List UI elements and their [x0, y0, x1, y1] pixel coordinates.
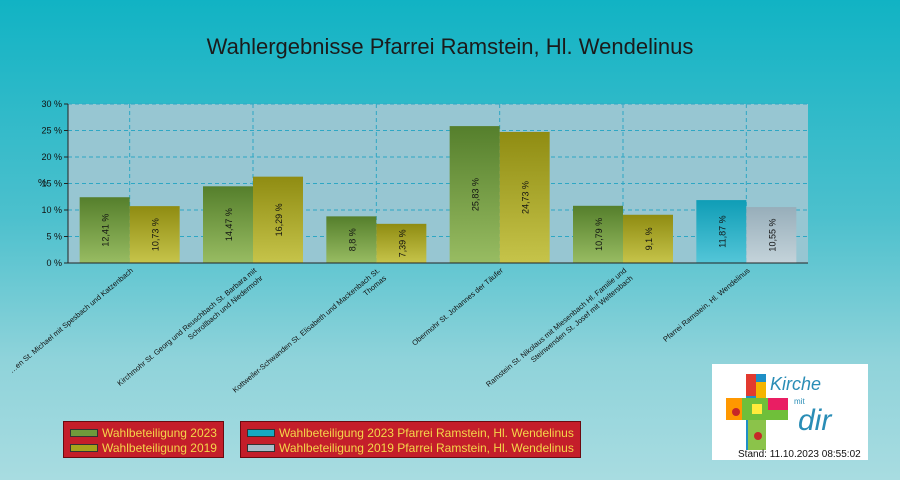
- bar-2019: [129, 206, 180, 263]
- bar-value-label: 12,41 %: [101, 214, 111, 247]
- y-tick-label: 15 %: [41, 179, 62, 189]
- bar-value-label: 11,87 %: [717, 215, 727, 247]
- bar-value-label: 10,79 %: [594, 218, 604, 251]
- bar-value-label: 25,83 %: [471, 178, 481, 211]
- x-tick-label: Pfarrei Ramstein, Hl. Wendelinus: [661, 266, 751, 344]
- svg-text:Kirchmohr St. Georg und Reusch: Kirchmohr St. Georg und Reuschbach St. B…: [115, 265, 258, 387]
- bar-value-label: 9,1 %: [644, 227, 654, 250]
- x-tick-label: …en St. Michael mit Spesbach und Katzenb…: [7, 266, 134, 375]
- bar-2019: [499, 131, 550, 263]
- bar-2023: [696, 200, 747, 263]
- legend-label: Wahlbeteiligung 2019 Pfarrei Ramstein, H…: [279, 440, 574, 455]
- bar-2019: [746, 207, 797, 263]
- y-tick-label: 0 %: [46, 258, 62, 268]
- x-tick-label: Ramstein St. Nikolaus mit Miesenbach Hl.…: [484, 266, 635, 389]
- bar-value-label: 24,73 %: [521, 181, 531, 214]
- legend-item: Wahlbeteiligung 2019: [70, 440, 217, 455]
- legend-label: Wahlbeteiligung 2019: [102, 440, 217, 455]
- bar-2019: [623, 214, 673, 263]
- bar-2023: [203, 186, 253, 263]
- bar-2019: [253, 176, 303, 263]
- svg-text:…en St. Michael mit Spesbach u: …en St. Michael mit Spesbach und Katzenb…: [7, 266, 134, 375]
- y-tick-label: 25 %: [41, 126, 62, 136]
- legend-swatch: [70, 443, 98, 452]
- legend-item: Wahlbeteiligung 2019 Pfarrei Ramstein, H…: [247, 440, 574, 455]
- bar-value-label: 8,8 %: [347, 228, 357, 251]
- bar-2023: [79, 197, 130, 263]
- svg-text:Steinwenden St. Josef mit Welt: Steinwenden St. Josef mit Weltersbach: [529, 274, 635, 365]
- legend-swatch: [247, 428, 275, 437]
- y-tick-label: 20 %: [41, 152, 62, 162]
- bar-value-label: 7,39 %: [397, 229, 407, 257]
- legend-primary: Wahlbeteiligung 2023 Wahlbeteiligung 201…: [63, 421, 224, 458]
- legend-pfarrei: Wahlbeteiligung 2023 Pfarrei Ramstein, H…: [240, 421, 581, 458]
- y-axis-label: %: [38, 178, 47, 189]
- x-tick-label: Kirchmohr St. Georg und Reuschbach St. B…: [115, 265, 265, 387]
- bar-value-label: 10,73 %: [151, 218, 161, 251]
- kirche-mit-dir-logo: Kirche mit dir: [712, 364, 868, 460]
- svg-text:Kirche: Kirche: [770, 374, 821, 394]
- svg-text:mit: mit: [794, 397, 805, 406]
- legend-item: Wahlbeteiligung 2023: [70, 425, 217, 440]
- svg-text:Pfarrei Ramstein, Hl. Wendelin: Pfarrei Ramstein, Hl. Wendelinus: [661, 266, 751, 344]
- legend-swatch: [247, 443, 275, 452]
- bar-2019: [376, 223, 427, 263]
- bar-value-label: 10,55 %: [767, 219, 777, 252]
- svg-text:Ramstein St. Nikolaus mit Mies: Ramstein St. Nikolaus mit Miesenbach Hl.…: [484, 266, 628, 389]
- legend-label: Wahlbeteiligung 2023 Pfarrei Ramstein, H…: [279, 425, 574, 440]
- chart-title: Wahlergebnisse Pfarrei Ramstein, Hl. Wen…: [206, 34, 694, 59]
- svg-text:Schrollbach und Niedermohr: Schrollbach und Niedermohr: [186, 273, 265, 341]
- bar-value-label: 16,29 %: [274, 203, 284, 236]
- y-tick-label: 10 %: [41, 205, 62, 215]
- svg-text:Obermohr St. Johannes der Täuf: Obermohr St. Johannes der Täufer: [410, 266, 505, 348]
- y-tick-label: 30 %: [41, 99, 62, 109]
- x-tick-label: Obermohr St. Johannes der Täufer: [410, 266, 505, 348]
- bar-2023: [573, 205, 623, 263]
- legend-item: Wahlbeteiligung 2023 Pfarrei Ramstein, H…: [247, 425, 574, 440]
- svg-text:dir: dir: [798, 404, 832, 437]
- y-tick-label: 5 %: [46, 232, 62, 242]
- bar-2023: [449, 126, 500, 263]
- legend-swatch: [70, 428, 98, 437]
- legend-label: Wahlbeteiligung 2023: [102, 425, 217, 440]
- timestamp: Stand: 11.10.2023 08:55:02: [738, 449, 861, 460]
- bar-value-label: 14,47 %: [224, 208, 234, 241]
- bar-2023: [326, 216, 377, 263]
